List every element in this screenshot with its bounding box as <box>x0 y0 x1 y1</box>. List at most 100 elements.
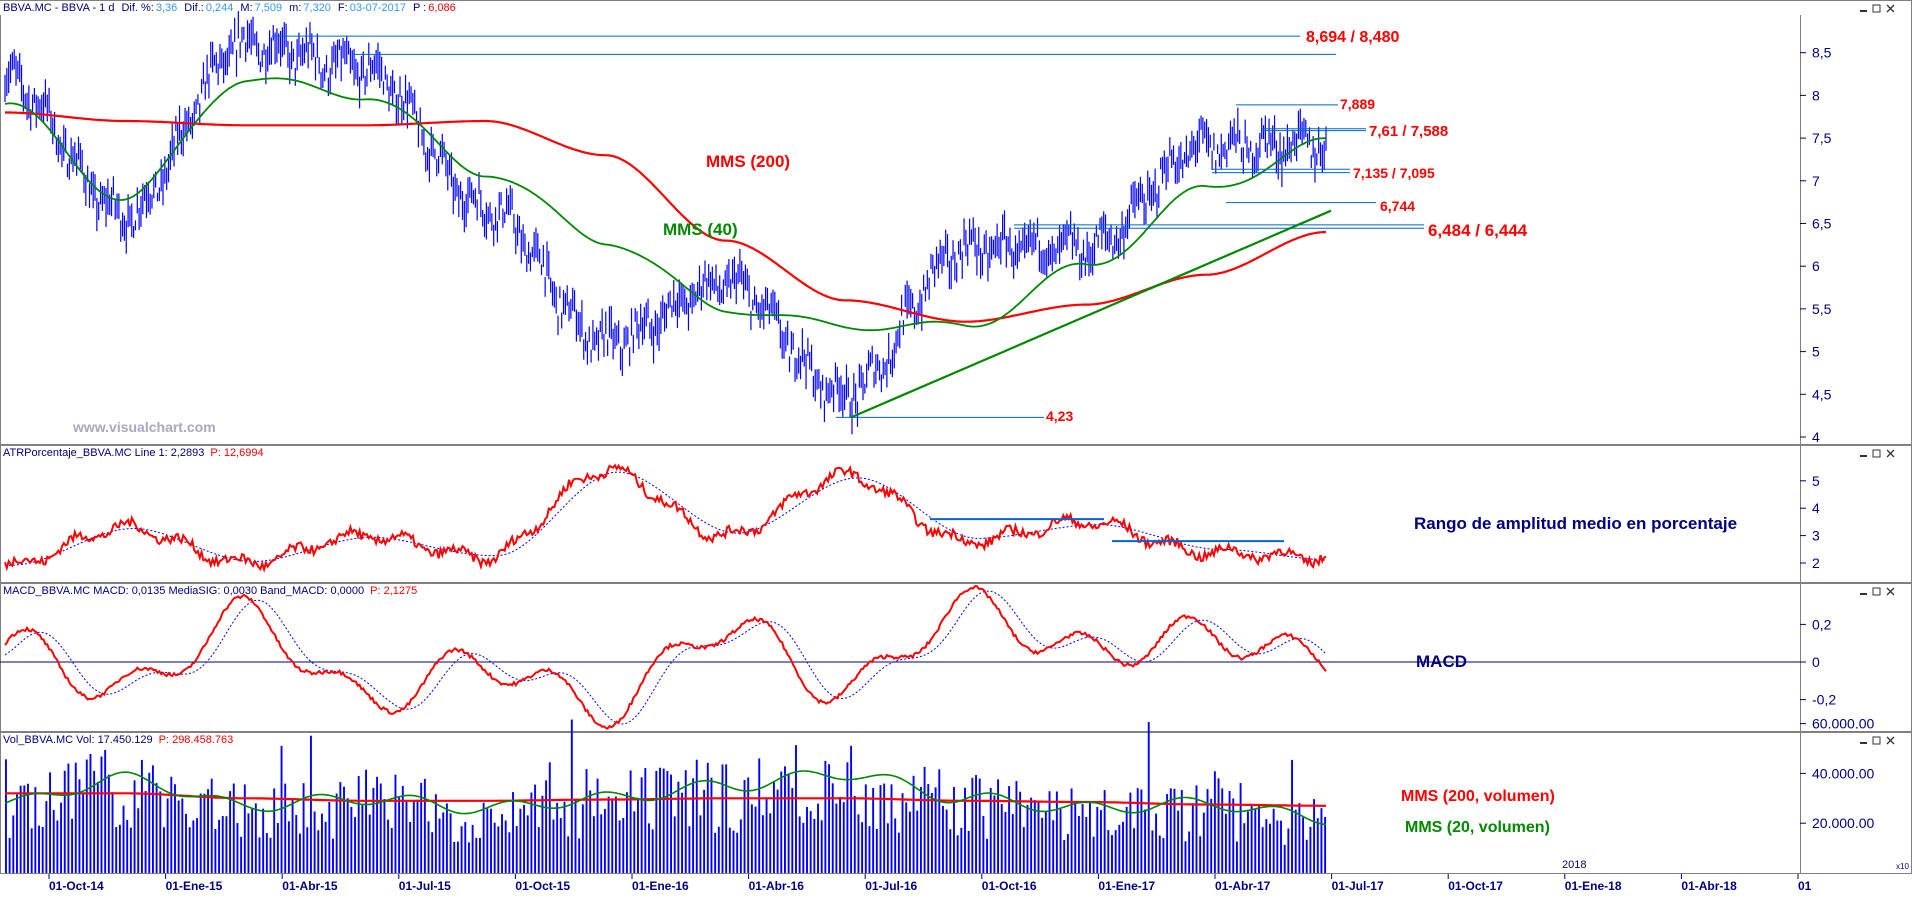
close-icon <box>1886 587 1895 596</box>
volume-bar <box>842 802 845 873</box>
volume-bar <box>1085 816 1088 873</box>
volume-bar <box>769 813 772 873</box>
volume-bar <box>361 805 364 873</box>
volume-bar <box>545 780 548 873</box>
price-header: BBVA.MC - BBVA - 1 d Dif. %: 3,36 Dif.: 0,24… <box>3 2 456 14</box>
volume-bar <box>1125 806 1128 873</box>
volume-bar <box>1309 826 1312 873</box>
volume-bar <box>945 809 948 873</box>
x-tick-label: 01 <box>1798 879 1812 892</box>
volume-bar <box>383 799 386 873</box>
volume-bar <box>798 816 801 873</box>
volume-bar <box>438 818 441 873</box>
atr-header-text: ATRPorcentaje_BBVA.MC Line 1: 2,2893 <box>3 447 204 459</box>
price-y-tick-label: 4 <box>1812 429 1820 445</box>
volume-bar <box>372 787 375 873</box>
volume-bar <box>251 807 254 873</box>
volume-bar <box>309 735 312 873</box>
price-y-tick-label: 4,5 <box>1812 386 1832 402</box>
vol-mms20-line <box>4 770 1327 826</box>
header-field-value: 6,086 <box>428 2 456 14</box>
volume-bar <box>409 822 412 873</box>
x-tick-label: 01-Ene-15 <box>166 879 223 892</box>
maximize-icon <box>1872 449 1881 458</box>
volume-bar <box>38 825 40 873</box>
volume-bar <box>703 789 706 873</box>
volume-bar <box>681 792 684 873</box>
volume-bar <box>655 770 658 873</box>
volume-bar <box>221 815 224 873</box>
volume-bar <box>817 803 819 873</box>
x-tick-label: 01-Abr-17 <box>1215 879 1271 892</box>
volume-bar <box>269 837 272 873</box>
volume-y-tick-label: 60.000.00 <box>1812 716 1874 732</box>
atr-y-tick-label: 5 <box>1812 473 1820 489</box>
volume-bar <box>71 818 74 873</box>
x-tick-label: 01-Ene-18 <box>1565 879 1622 892</box>
volume-bar <box>879 785 882 873</box>
volume-bar <box>1202 812 1205 873</box>
volume-bar <box>596 778 599 873</box>
volume-bar <box>313 811 316 873</box>
volume-bar <box>1140 789 1143 873</box>
volume-bar <box>416 799 419 873</box>
volume-bar <box>137 808 140 873</box>
price-y-tick-label: 7 <box>1812 173 1820 189</box>
volume-bar <box>445 803 448 873</box>
label-mms40: MMS (40) <box>663 220 738 239</box>
volume-bar <box>534 784 537 873</box>
volume-bar <box>765 798 768 873</box>
volume-bar <box>298 833 301 873</box>
volume-layer <box>4 719 1327 873</box>
volume-bar <box>1118 824 1121 873</box>
volume-bar <box>1254 809 1257 873</box>
volume-bar <box>218 819 221 873</box>
atr-y-tick-label: 2 <box>1812 555 1820 571</box>
volume-bar <box>1008 786 1011 873</box>
volume-bar <box>1316 818 1319 873</box>
oscillator-layer <box>0 463 1800 730</box>
volume-bar <box>1074 804 1077 873</box>
volume-bar <box>284 783 287 873</box>
volume-bar <box>5 759 7 873</box>
volume-bar <box>273 788 276 873</box>
volume-bar <box>82 793 85 873</box>
volume-bar <box>232 783 235 873</box>
volume-bar <box>1280 820 1282 873</box>
volume-bar <box>1100 810 1102 873</box>
volume-bar <box>644 768 647 873</box>
volume-bar <box>1199 836 1202 873</box>
header-fields: Dif. %: 3,36 Dif.: 0,244 M: 7,509 m: 7,320 F: 03-… <box>121 2 455 14</box>
volume-bar <box>1026 804 1029 873</box>
volume-bar <box>1272 808 1275 873</box>
volume-bar <box>324 821 327 873</box>
volume-bar <box>567 836 570 873</box>
volume-bar <box>405 801 408 873</box>
volume-bar <box>651 829 654 873</box>
x-tick-label: 01-Jul-15 <box>399 879 451 892</box>
volume-bar <box>938 769 941 873</box>
volume-bar <box>100 756 103 873</box>
volume-bar <box>1055 791 1058 873</box>
volume-bar <box>148 772 151 873</box>
volume-bar <box>1081 804 1084 873</box>
volume-bar <box>776 789 779 873</box>
level-label-7889: 7,889 <box>1340 96 1375 112</box>
volume-bar <box>30 828 33 873</box>
volume-bar <box>541 795 544 873</box>
axis-layer: 8,5 8 7,5 7 6,5 6 5,5 5 4,5 4 5 4 3 2 0,2 0 -0,2 60.000.0… <box>48 45 1874 893</box>
volume-bar <box>1191 803 1194 873</box>
volume-bar <box>1195 785 1198 873</box>
volume-bar <box>166 798 169 873</box>
volume-bar <box>63 770 66 873</box>
volume-bar <box>504 820 507 873</box>
volume-bar <box>607 796 610 873</box>
volume-bar <box>930 792 933 873</box>
volume-bar <box>916 810 919 873</box>
volume-bar <box>894 818 897 873</box>
volume-bar <box>761 815 764 873</box>
volume-bar <box>1169 788 1172 873</box>
volume-bar <box>791 788 794 873</box>
volume-bar <box>964 787 966 873</box>
volume-bar <box>648 823 650 873</box>
